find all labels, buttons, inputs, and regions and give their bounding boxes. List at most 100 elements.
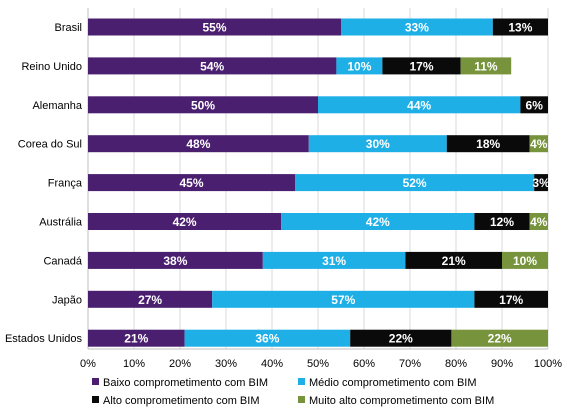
data-label: 52% — [403, 176, 427, 190]
legend: Baixo comprometimento com BIM Médio compr… — [92, 377, 494, 407]
x-tick-label: 50% — [307, 358, 329, 370]
data-label: 6% — [526, 98, 544, 112]
data-label: 31% — [322, 254, 346, 268]
data-label: 3% — [532, 176, 550, 190]
data-label: 4% — [530, 137, 548, 151]
bar-segment — [405, 251, 502, 269]
legend-item: Baixo comprometimento com BIM — [92, 377, 268, 389]
legend-swatch — [92, 378, 99, 385]
legend-swatch — [92, 396, 99, 403]
legend-item: Alto comprometimento com BIM — [92, 395, 260, 407]
data-label: 38% — [163, 254, 187, 268]
legend-label: Médio comprometimento com BIM — [309, 377, 477, 389]
bar-segment — [341, 18, 493, 36]
data-label: 12% — [490, 215, 514, 229]
legend-swatch — [298, 396, 305, 403]
legend-label: Alto comprometimento com BIM — [103, 395, 260, 407]
bar-segment — [88, 135, 309, 153]
legend-label: Baixo comprometimento com BIM — [103, 377, 268, 389]
data-label: 22% — [488, 332, 512, 346]
data-label: 30% — [366, 137, 390, 151]
bar-segment — [295, 174, 535, 192]
bar-segment — [88, 290, 213, 308]
data-label: 42% — [366, 215, 390, 229]
data-label: 21% — [442, 254, 466, 268]
x-tick-label: 30% — [215, 358, 237, 370]
data-label: 45% — [179, 176, 203, 190]
bars-layer — [88, 18, 548, 347]
legend-item: Médio comprometimento com BIM — [298, 377, 477, 389]
data-label: 18% — [476, 137, 500, 151]
category-label: França — [48, 178, 83, 190]
bar-segment — [88, 96, 318, 114]
x-tick-labels-layer: 0% 10% 20% 30% 40% 50% 60% 70% 80% 90% 100% — [80, 358, 562, 370]
bar-segment — [492, 18, 548, 36]
data-label: 44% — [407, 98, 431, 112]
data-label: 36% — [255, 332, 279, 346]
x-tick-label: 40% — [261, 358, 283, 370]
bar-segment — [350, 329, 452, 347]
bar-segment — [336, 57, 383, 75]
data-label: 48% — [186, 137, 210, 151]
legend-item: Muito alto comprometimento com BIM — [298, 395, 494, 407]
bar-segment — [212, 290, 475, 308]
bar-segment — [262, 251, 406, 269]
x-tick-label: 20% — [169, 358, 191, 370]
data-label: 50% — [191, 98, 215, 112]
bar-segment — [474, 290, 548, 308]
category-label: Brasil — [54, 22, 82, 34]
data-label: 10% — [347, 59, 371, 73]
category-label: Reino Unido — [21, 61, 82, 73]
data-label: 57% — [331, 293, 355, 307]
bar-segment — [88, 329, 185, 347]
data-label: 4% — [530, 215, 548, 229]
data-label: 13% — [508, 21, 532, 35]
x-tick-label: 10% — [123, 358, 145, 370]
data-label: 55% — [202, 21, 226, 35]
bar-segment — [460, 57, 512, 75]
bar-segment — [88, 251, 263, 269]
legend-label: Muito alto comprometimento com BIM — [309, 395, 494, 407]
data-label: 21% — [124, 332, 148, 346]
bar-segment — [520, 96, 548, 114]
x-tick-label: 0% — [80, 358, 96, 370]
bar-segment — [451, 329, 548, 347]
bar-segment — [88, 213, 282, 230]
x-tick-label: 80% — [445, 358, 467, 370]
data-label: 10% — [513, 254, 537, 268]
x-tick-label: 90% — [491, 358, 513, 370]
bar-segment — [474, 213, 530, 230]
data-label: 22% — [389, 332, 413, 346]
data-labels-layer: 55% 33% 13% 54% 10% 17% 11% 50% 44% 6% 48% 30% 18% 4%… — [124, 21, 550, 346]
bar-segment — [529, 213, 548, 230]
category-label: Estados Unidos — [5, 333, 83, 345]
bar-segment — [308, 135, 447, 153]
bar-segment — [534, 174, 548, 192]
x-tick-label: 100% — [534, 358, 562, 370]
bar-segment — [88, 57, 337, 75]
category-label: Corea do Sul — [18, 139, 82, 151]
data-label: 54% — [200, 59, 224, 73]
legend-swatch — [298, 378, 305, 385]
category-labels-layer: Brasil Reino Unido Alemanha Corea do Sul Fra… — [5, 22, 83, 345]
bar-segment — [281, 213, 475, 230]
category-label: Japão — [52, 294, 82, 306]
x-tick-label: 70% — [399, 358, 421, 370]
x-tick-label: 60% — [353, 358, 375, 370]
data-label: 27% — [138, 293, 162, 307]
bar-segment — [529, 135, 548, 153]
category-label: Alemanha — [32, 100, 82, 112]
bar-segment — [88, 174, 295, 192]
bar-segment — [446, 135, 530, 153]
data-label: 42% — [173, 215, 197, 229]
category-label: Austrália — [39, 217, 83, 229]
data-label: 17% — [499, 293, 523, 307]
bar-segment — [318, 96, 521, 114]
data-label: 11% — [474, 59, 498, 73]
data-label: 17% — [409, 59, 433, 73]
bar-segment — [88, 18, 341, 36]
data-label: 33% — [405, 21, 429, 35]
category-label: Canadá — [43, 255, 82, 267]
